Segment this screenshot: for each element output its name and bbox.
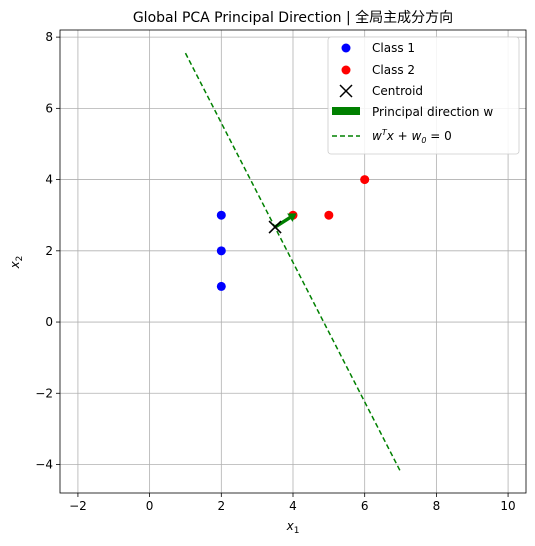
- point-class-1: [217, 246, 226, 255]
- legend-marker-class-2: [342, 66, 351, 75]
- legend-label-class-2: Class 2: [372, 63, 415, 77]
- x-tick-label: 6: [361, 499, 369, 513]
- centroid-marker: [269, 221, 281, 233]
- chart-title: Global PCA Principal Direction | 全局主成分方向: [133, 9, 453, 26]
- point-class-2: [324, 211, 333, 220]
- y-tick-label: 2: [45, 244, 53, 258]
- x-tick-label: 2: [217, 499, 225, 513]
- x-axis-label: x1: [286, 519, 300, 536]
- point-class-1: [217, 211, 226, 220]
- x-tick-label: 8: [433, 499, 441, 513]
- legend: Class 1 Class 2 Centroid Principal direc…: [328, 37, 519, 154]
- legend-marker-principal-direction: [332, 107, 360, 115]
- y-axis-label: x2: [8, 256, 25, 270]
- legend-label-class-1: Class 1: [372, 41, 415, 55]
- point-class-1: [217, 282, 226, 291]
- x-tick-label: 4: [289, 499, 297, 513]
- y-tick-label: −2: [35, 386, 53, 400]
- y-tick-label: 0: [45, 315, 53, 329]
- y-tick-label: 4: [45, 173, 53, 187]
- y-tick-label: 8: [45, 30, 53, 44]
- point-class-2: [360, 175, 369, 184]
- x-tick-label: 10: [500, 499, 515, 513]
- legend-marker-class-1: [342, 44, 351, 53]
- y-tick-label: −4: [35, 458, 53, 472]
- x-tick-label: 0: [146, 499, 154, 513]
- y-tick-label: 6: [45, 101, 53, 115]
- x-tick-label: −2: [69, 499, 87, 513]
- legend-label-centroid: Centroid: [372, 84, 423, 98]
- legend-label-principal-direction: Principal direction w: [372, 105, 493, 119]
